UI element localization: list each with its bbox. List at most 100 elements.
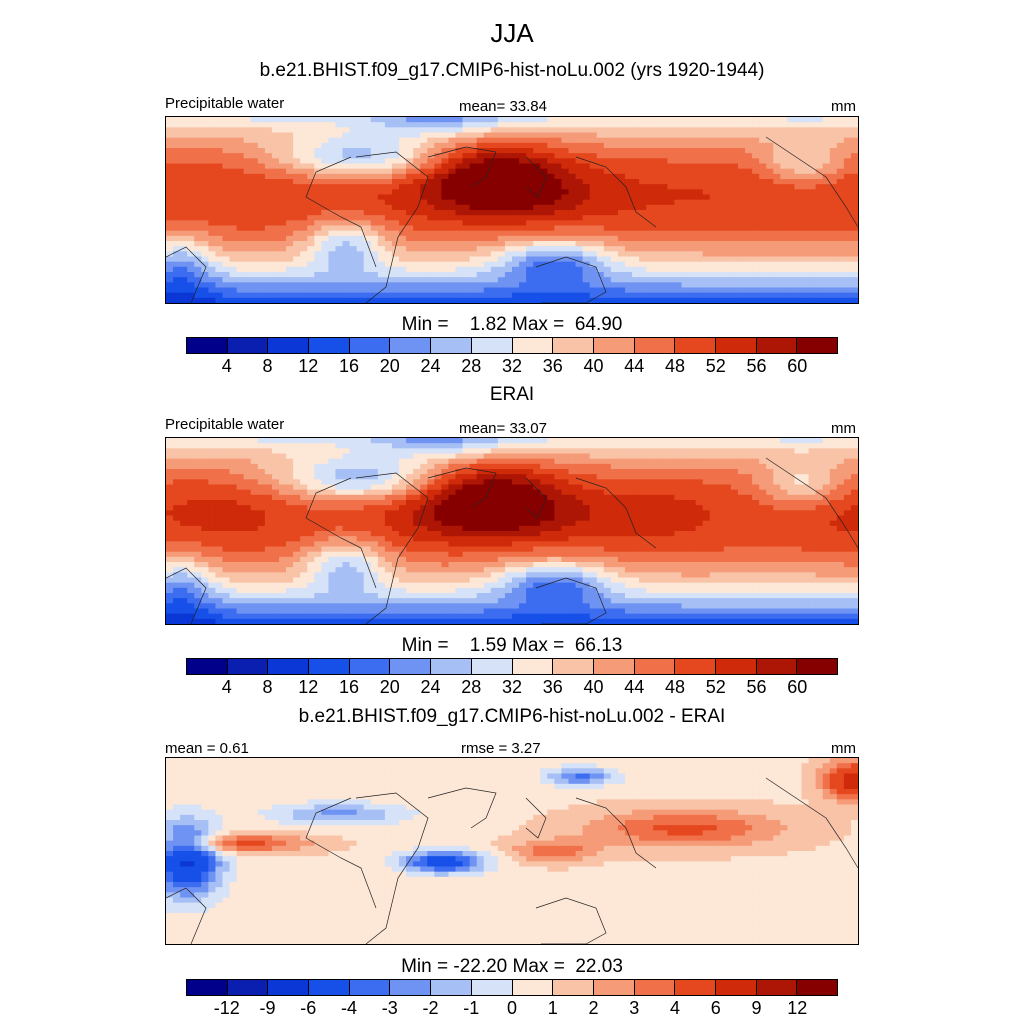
panel-3-rmse-label: rmse = 3.27 xyxy=(461,740,541,757)
coastline xyxy=(535,256,607,303)
coastline xyxy=(427,787,497,829)
colorbar-tick-label: -9 xyxy=(259,998,276,1018)
colorbar-tick-label: 56 xyxy=(746,677,767,697)
figure-title: JJA xyxy=(490,18,534,48)
colorbar-tick-label: 8 xyxy=(262,677,273,697)
colorbar-tick-label: 48 xyxy=(664,356,686,376)
coastline xyxy=(355,151,429,303)
colorbar-tick-label: 44 xyxy=(624,356,645,376)
colorbar-tick-label: 24 xyxy=(420,356,441,376)
coastline xyxy=(575,156,657,228)
colorbar-swatch xyxy=(715,338,757,353)
colorbar-swatch xyxy=(227,659,269,674)
panel-3-heading: b.e21.BHIST.f09_g17.CMIP6-hist-noLu.002 … xyxy=(298,706,726,727)
coastline xyxy=(355,472,429,624)
panel-1-map xyxy=(165,116,859,304)
colorbar-tick-label: 20 xyxy=(379,677,400,697)
colorbar-tick-label: 1 xyxy=(547,998,558,1018)
colorbar-tick-label: 56 xyxy=(746,356,767,376)
coastline xyxy=(305,477,377,589)
coastline xyxy=(427,467,497,509)
colorbar-swatch xyxy=(268,659,310,674)
colorbar-swatch xyxy=(431,659,472,674)
coastline xyxy=(166,567,207,624)
colorbar-swatch xyxy=(634,980,676,995)
colorbar-tick-label: -6 xyxy=(300,998,317,1018)
coastline xyxy=(525,797,547,839)
colorbar-tick-label: 44 xyxy=(624,677,645,697)
coastline xyxy=(535,897,607,944)
coastline xyxy=(765,136,858,228)
colorbar-tick-label: 4 xyxy=(669,998,681,1018)
panel-3-map xyxy=(165,757,859,945)
panel-1-units-label: mm xyxy=(831,98,856,115)
coastline xyxy=(166,887,207,944)
colorbar-tick-label: 24 xyxy=(420,677,441,697)
colorbar-tick-label: 36 xyxy=(542,677,563,697)
colorbar-swatch xyxy=(634,659,676,674)
colorbar-swatch xyxy=(471,338,513,353)
colorbar-tick-label: -4 xyxy=(340,998,358,1018)
coastline xyxy=(355,792,429,944)
colorbar-swatch xyxy=(756,659,798,674)
panel-2-variable-label: Precipitable water xyxy=(165,416,285,433)
panel-3-colorbar xyxy=(186,979,838,996)
panel-1-colorbar xyxy=(186,337,838,354)
coastline xyxy=(575,797,657,869)
colorbar-swatch xyxy=(187,659,228,674)
colorbar-tick-label: -3 xyxy=(381,998,398,1018)
colorbar-swatch xyxy=(349,980,391,995)
panel-2-minmax: Min = 1.59 Max = 66.13 xyxy=(401,635,623,656)
colorbar-tick-label: 12 xyxy=(298,677,319,697)
colorbar-tick-label: 20 xyxy=(379,356,400,376)
colorbar-swatch xyxy=(309,980,350,995)
colorbar-tick-label: 52 xyxy=(705,677,726,697)
colorbar-swatch xyxy=(390,980,432,995)
colorbar-swatch xyxy=(512,659,554,674)
colorbar-swatch xyxy=(797,659,837,674)
coastline xyxy=(166,246,207,303)
colorbar-swatch xyxy=(593,980,635,995)
panel-1-mean-label: mean= 33.84 xyxy=(459,98,547,115)
panel-2-heading: ERAI xyxy=(489,384,535,405)
colorbar-swatch xyxy=(634,338,676,353)
panel-2-units-label: mm xyxy=(831,420,856,437)
colorbar-tick-label: 36 xyxy=(542,356,563,376)
colorbar-swatch xyxy=(471,659,513,674)
coastline xyxy=(305,797,377,909)
coastline xyxy=(525,477,547,519)
contour-field xyxy=(166,758,858,944)
colorbar-swatch xyxy=(227,338,269,353)
colorbar-tick-label: 12 xyxy=(298,356,319,376)
colorbar-swatch xyxy=(593,338,635,353)
colorbar-swatch xyxy=(715,659,757,674)
colorbar-tick-label: 60 xyxy=(787,356,808,376)
colorbar-swatch xyxy=(309,338,350,353)
colorbar-swatch xyxy=(390,338,432,353)
coastline xyxy=(575,477,657,549)
colorbar-tick-label: 60 xyxy=(787,677,808,697)
panel-3-mean-label: mean = 0.61 xyxy=(165,740,249,757)
colorbar-tick-label: 4 xyxy=(221,677,232,697)
colorbar-swatch xyxy=(187,338,228,353)
panel-1-colorbar-ticks: 4 8 12 16 20 24 28 32 36 40 44 48 52 56 60 xyxy=(186,356,838,378)
colorbar-swatch xyxy=(390,659,432,674)
panel-1-variable-label: Precipitable water xyxy=(165,95,285,112)
coastline xyxy=(535,577,607,624)
colorbar-tick-label: 52 xyxy=(705,356,726,376)
colorbar-tick-label: 40 xyxy=(583,677,604,697)
colorbar-tick-label: 9 xyxy=(751,998,762,1018)
contour-field xyxy=(166,438,858,624)
panel-3-minmax: Min = -22.20 Max = 22.03 xyxy=(401,956,623,977)
colorbar-swatch xyxy=(675,659,716,674)
colorbar-tick-label: 16 xyxy=(338,677,360,697)
colorbar-tick-label: 3 xyxy=(629,998,640,1018)
panel-3-colorbar-ticks: -12 -9 -6 -4 -3 -2 -1 0 1 2 3 4 6 9 12 xyxy=(186,998,838,1020)
colorbar-swatch xyxy=(553,659,594,674)
colorbar-swatch xyxy=(349,659,391,674)
colorbar-swatch xyxy=(756,338,798,353)
colorbar-tick-label: 8 xyxy=(262,356,273,376)
coastline xyxy=(427,146,497,188)
panel-2-map xyxy=(165,437,859,625)
panel-2-mean-label: mean= 33.07 xyxy=(459,420,547,437)
